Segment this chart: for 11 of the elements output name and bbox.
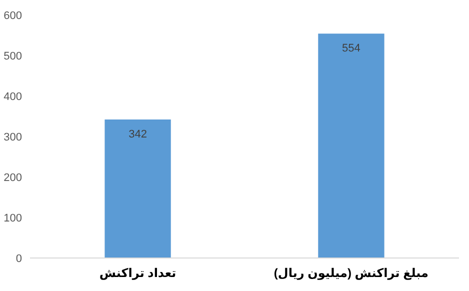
x-tick-label: مبلغ تراکنش (میلیون ریال) bbox=[274, 266, 429, 280]
data-label: 342 bbox=[128, 128, 147, 140]
y-tick-label: 0 bbox=[16, 252, 22, 265]
y-tick-label: 600 bbox=[4, 10, 22, 22]
data-label: 554 bbox=[342, 42, 360, 55]
y-tick-label: 300 bbox=[4, 131, 22, 144]
y-tick-label: 100 bbox=[4, 212, 22, 224]
x-tick-label: تعداد تراکنش bbox=[99, 266, 176, 280]
y-tick-label: 400 bbox=[4, 90, 22, 103]
y-tick-label: 200 bbox=[4, 172, 22, 184]
y-tick-label: 500 bbox=[4, 50, 22, 62]
